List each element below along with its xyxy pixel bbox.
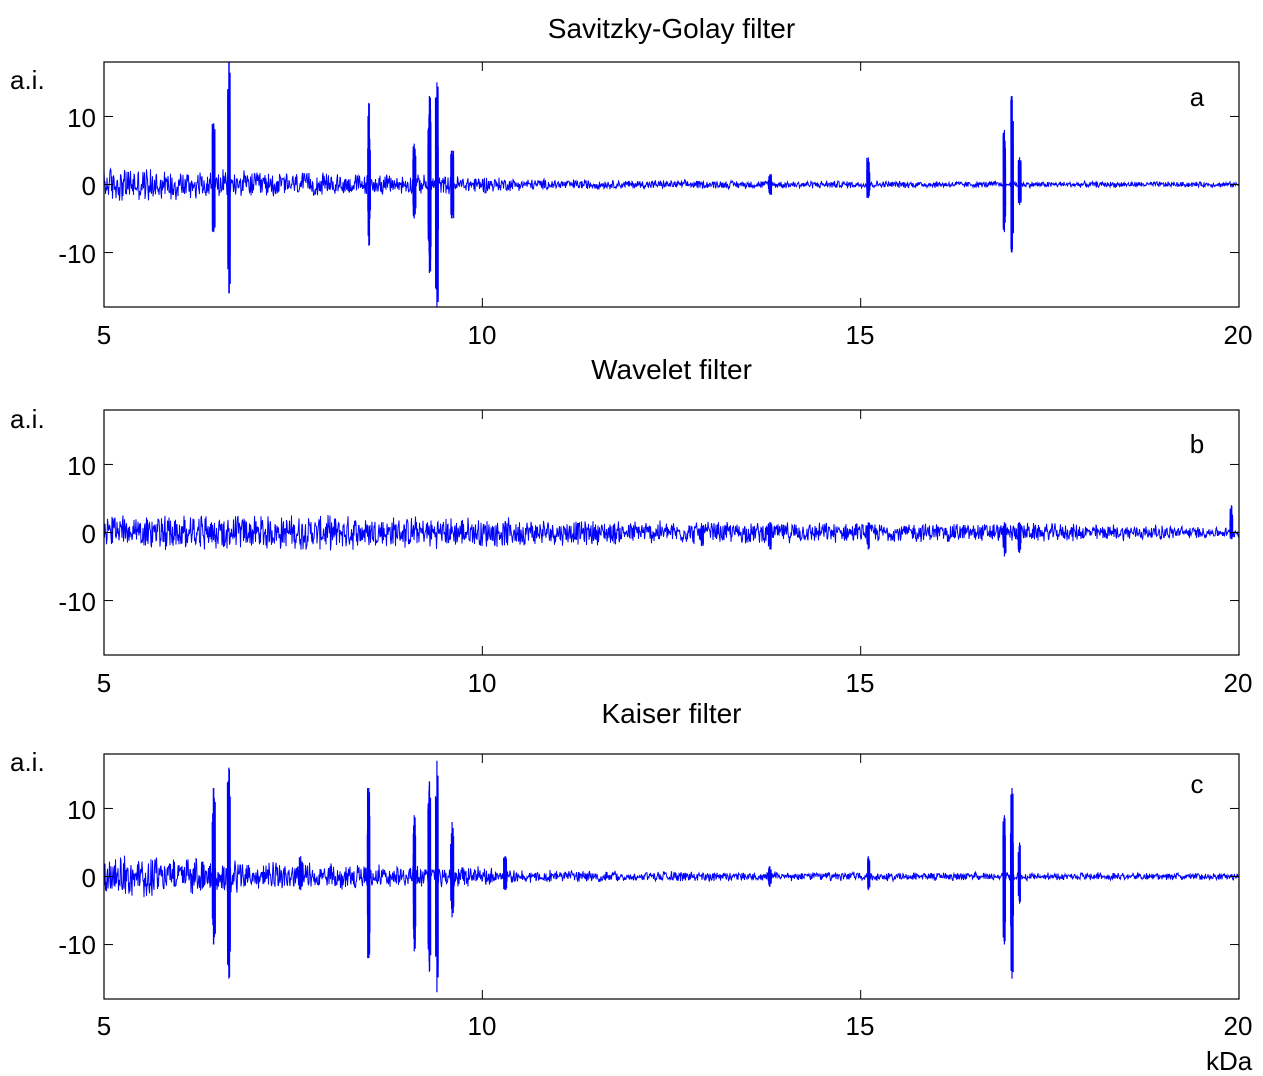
- panel-c-ytick: 0: [81, 863, 96, 893]
- panel-a-label: a: [1189, 82, 1205, 112]
- panel-a-xtick: 10: [467, 320, 497, 350]
- panel-a-peak: [227, 62, 231, 294]
- panel-a-peak: [367, 102, 372, 246]
- panel-c-peak: [211, 788, 216, 945]
- panel-b-axes-box: [103, 409, 1240, 656]
- panel-b-title: Wavelet filter: [591, 354, 752, 385]
- panel-b-ytick: -10: [58, 587, 96, 617]
- panel-b-xtick: 5: [96, 668, 112, 698]
- panel-a-signal-line: [104, 167, 1239, 201]
- panel-c-peak: [434, 760, 439, 993]
- panel-a-peak: [1010, 96, 1015, 253]
- panel-a-series: [104, 62, 1239, 307]
- panel-a-xtick: 5: [96, 320, 112, 350]
- panel-b-xtick: 10: [467, 668, 497, 698]
- panel-c-peak: [867, 856, 871, 891]
- panel-c-peak: [502, 856, 508, 891]
- panel-b-label: b: [1189, 429, 1205, 459]
- panel-b-series: [104, 505, 1239, 557]
- panel-b-peak: [699, 525, 704, 547]
- panel-a-peak: [866, 157, 871, 199]
- panel-c-label: c: [1190, 769, 1204, 799]
- panel-c-ylabel: a.i.: [10, 747, 45, 777]
- panel-c-xtick: 20: [1223, 1011, 1253, 1041]
- panel-c-xtick: 5: [96, 1011, 112, 1041]
- panel-a-peak: [450, 150, 455, 219]
- panel-b-peak: [1017, 522, 1022, 553]
- panel-c-peak: [226, 767, 231, 979]
- panel-a-ytick: 0: [81, 171, 96, 201]
- panel-b-peak: [767, 522, 772, 550]
- panel-a-peak: [1017, 157, 1022, 205]
- panel-b-peak: [1002, 522, 1007, 557]
- panel-a-peak: [412, 143, 417, 219]
- panel-a-peak: [211, 123, 216, 233]
- panel-c-peak: [1009, 788, 1015, 979]
- panel-c-peak: [427, 781, 432, 972]
- x-axis-label: kDa: [1206, 1046, 1253, 1076]
- panel-c-peak: [1017, 842, 1021, 904]
- panel-c-peak: [366, 788, 371, 959]
- panel-a-xtick: 20: [1223, 320, 1253, 350]
- panel-b-ylabel: a.i.: [10, 404, 45, 434]
- panel-a-peak: [427, 96, 432, 273]
- panel-b-xtick: 20: [1223, 668, 1253, 698]
- panel-a-ytick: 10: [67, 103, 96, 133]
- panel-c-ytick: 10: [67, 795, 96, 825]
- panel-c-title: Kaiser filter: [601, 698, 742, 729]
- panel-c-peak: [298, 856, 303, 891]
- panel-c-xtick: 15: [845, 1011, 875, 1041]
- panel-a-title: Savitzky-Golay filter: [547, 13, 796, 44]
- panel-a-peak: [1002, 130, 1007, 233]
- panel-b-peak: [1229, 505, 1234, 540]
- panel-c-signal-line: [104, 855, 1239, 898]
- panel-c-ytick: -10: [58, 930, 96, 960]
- panel-c-series: [104, 760, 1239, 993]
- panel-a-ylabel: a.i.: [10, 65, 45, 95]
- panel-a-peak: [434, 82, 440, 307]
- panel-b-ytick: 10: [67, 451, 96, 481]
- panel-b-ytick: 0: [81, 519, 96, 549]
- panel-b-peak: [866, 522, 870, 550]
- panel-a-ytick: -10: [58, 239, 96, 269]
- panel-b-signal-line: [104, 515, 1239, 551]
- panel-c-peak: [767, 866, 772, 887]
- panel-c-xtick: 10: [467, 1011, 497, 1041]
- panel-a-peak: [767, 174, 773, 195]
- panel-c-peak: [412, 815, 417, 952]
- panel-c-peak: [450, 822, 455, 918]
- panel-b-xtick: 15: [845, 668, 875, 698]
- panel-c-peak: [1002, 815, 1007, 945]
- panel-a-xtick: 15: [845, 320, 875, 350]
